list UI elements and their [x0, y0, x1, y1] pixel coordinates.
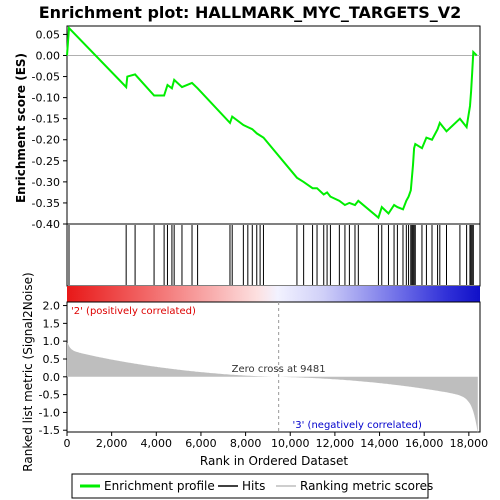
x-axis-label: Rank in Ordered Dataset	[200, 454, 348, 468]
x-tick-label: 14,000	[360, 437, 399, 450]
es-y-tick-label: -0.10	[32, 92, 60, 105]
hits-panel-frame	[66, 223, 481, 287]
x-tick-label: 6,000	[185, 437, 217, 450]
negative-correlation-label: '3' (negatively correlated)	[293, 420, 422, 431]
es-y-tick-label: 0.00	[36, 49, 61, 62]
es-y-ticks: 0.05 0.00 -0.05 -0.10 -0.15 -0.20 -0.25 -0.30 -0…	[32, 28, 67, 231]
enrichment-profile-line	[66, 25, 478, 220]
x-tick-label: 4,000	[141, 437, 173, 450]
hit-marks	[68, 225, 474, 285]
metric-y-axis-label: Ranked list metric (Signal2Noise)	[21, 272, 35, 471]
x-tick-label: 16,000	[405, 437, 444, 450]
legend-box	[71, 473, 429, 499]
rank-color-bar	[67, 286, 480, 302]
es-y-tick-label: -0.35	[32, 197, 60, 210]
chart-title: Enrichment plot: HALLMARK_MYC_TARGETS_V2	[39, 3, 462, 22]
legend-metric-label: Ranking metric scores	[300, 479, 433, 493]
metric-y-tick-label: -0.5	[39, 389, 60, 402]
metric-y-tick-label: 2.0	[43, 300, 61, 313]
x-tick-label: 10,000	[271, 437, 310, 450]
metric-y-tick-label: -1.0	[39, 406, 60, 419]
legend-enrichment-label: Enrichment profile	[104, 479, 215, 493]
metric-y-tick-label: -1.5	[39, 424, 60, 437]
x-tick-label: 18,000	[450, 437, 489, 450]
metric-y-tick-label: 0.5	[43, 353, 61, 366]
es-y-tick-label: -0.25	[32, 155, 60, 168]
x-tick-label: 8,000	[230, 437, 262, 450]
es-y-tick-label: -0.05	[32, 71, 60, 84]
legend-hits-label: Hits	[242, 479, 265, 493]
es-y-axis-label: Enrichment score (ES)	[14, 53, 28, 203]
positive-correlation-label: '2' (positively correlated)	[71, 306, 196, 317]
x-axis-ticks: 0 2,000 4,000 6,000 8,000 10,000 12,000 14,000 1…	[64, 432, 489, 450]
x-tick-label: 2,000	[96, 437, 128, 450]
es-y-tick-label: -0.20	[32, 134, 60, 147]
x-tick-label: 12,000	[316, 437, 355, 450]
es-y-tick-label: 0.05	[36, 28, 61, 41]
es-y-tick-label: -0.40	[32, 218, 60, 231]
x-tick-label: 0	[64, 437, 71, 450]
metric-y-tick-label: 0.0	[43, 371, 61, 384]
zero-cross-label: Zero cross at 9481	[232, 364, 326, 375]
metric-y-tick-label: 1.5	[43, 317, 61, 330]
es-y-tick-label: -0.30	[32, 176, 60, 189]
metric-y-tick-label: 1.0	[43, 335, 61, 348]
es-y-tick-label: -0.15	[32, 113, 60, 126]
metric-y-ticks: 2.0 1.5 1.0 0.5 0.0 -0.5 -1.0 -1.5	[39, 300, 67, 437]
